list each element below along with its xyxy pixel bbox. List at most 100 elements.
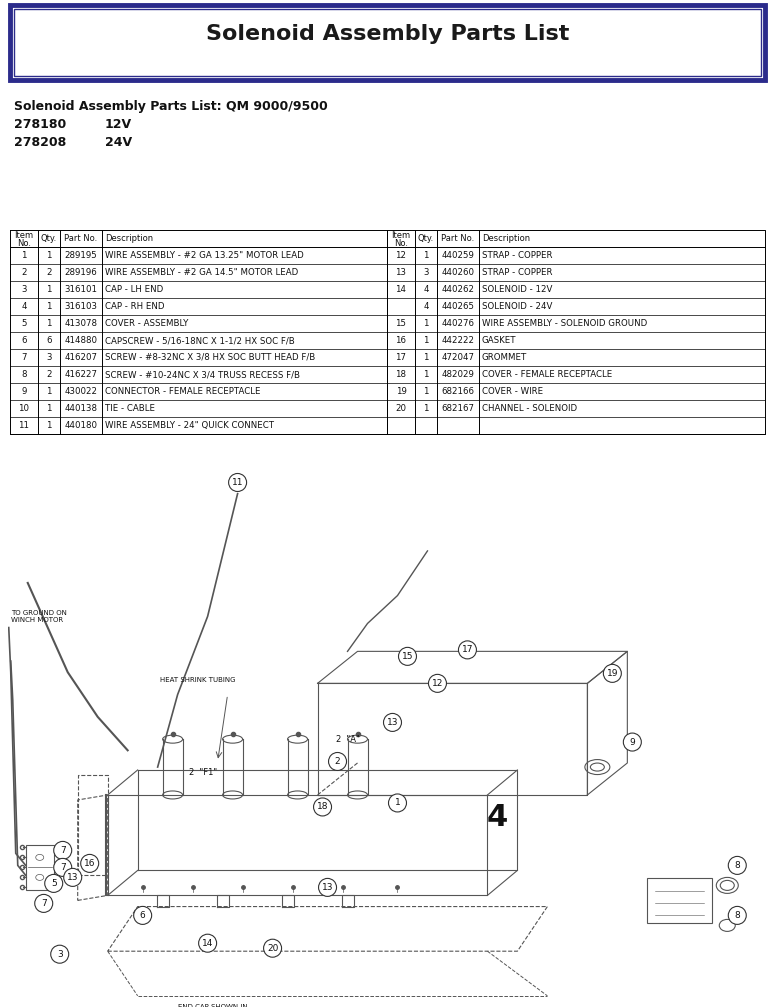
Text: 316101: 316101: [64, 285, 98, 294]
Text: CHANNEL - SOLENOID: CHANNEL - SOLENOID: [482, 404, 577, 413]
Text: WIRE ASSEMBLY - SOLENOID GROUND: WIRE ASSEMBLY - SOLENOID GROUND: [482, 319, 647, 328]
Circle shape: [264, 940, 281, 958]
Text: 2: 2: [46, 370, 52, 379]
Text: 1: 1: [423, 319, 429, 328]
Text: 18: 18: [395, 370, 407, 379]
Text: 7: 7: [21, 353, 27, 362]
Text: 442222: 442222: [442, 336, 474, 345]
Text: No.: No.: [17, 239, 31, 248]
Text: 430022: 430022: [64, 387, 98, 396]
Text: 1: 1: [46, 404, 52, 413]
Text: 278180: 278180: [14, 118, 66, 131]
Text: 13: 13: [67, 873, 78, 882]
Text: 13: 13: [387, 718, 398, 727]
Text: 7: 7: [41, 899, 46, 908]
Text: 414880: 414880: [64, 336, 98, 345]
Text: COVER - WIRE: COVER - WIRE: [482, 387, 543, 396]
Text: 472047: 472047: [442, 353, 474, 362]
Text: 440262: 440262: [442, 285, 474, 294]
Text: 12: 12: [432, 679, 443, 688]
Text: Solenoid Assembly Parts List: QM 9000/9500: Solenoid Assembly Parts List: QM 9000/95…: [14, 100, 328, 113]
Text: 11: 11: [232, 478, 243, 487]
Text: WIRE ASSEMBLY - #2 GA 13.25" MOTOR LEAD: WIRE ASSEMBLY - #2 GA 13.25" MOTOR LEAD: [105, 251, 304, 260]
Text: 289195: 289195: [64, 251, 98, 260]
Text: SCREW - #8-32NC X 3/8 HX SOC BUTT HEAD F/B: SCREW - #8-32NC X 3/8 HX SOC BUTT HEAD F…: [105, 353, 315, 362]
Text: TIE - CABLE: TIE - CABLE: [105, 404, 155, 413]
Text: 17: 17: [395, 353, 407, 362]
Text: WIRE ASSEMBLY - #2 GA 14.5" MOTOR LEAD: WIRE ASSEMBLY - #2 GA 14.5" MOTOR LEAD: [105, 268, 298, 277]
Text: 1: 1: [423, 387, 429, 396]
Text: 11: 11: [19, 421, 29, 430]
Circle shape: [53, 858, 72, 876]
Text: Part No.: Part No.: [64, 234, 98, 243]
Text: STRAP - COPPER: STRAP - COPPER: [482, 251, 553, 260]
Text: CAP - RH END: CAP - RH END: [105, 302, 164, 311]
Text: 3: 3: [46, 353, 52, 362]
Circle shape: [64, 868, 81, 886]
Text: 20: 20: [395, 404, 407, 413]
Text: 9: 9: [629, 737, 636, 746]
Text: 5: 5: [21, 319, 27, 328]
Text: SOLENOID - 12V: SOLENOID - 12V: [482, 285, 553, 294]
Text: 13: 13: [322, 883, 333, 892]
Text: 10: 10: [19, 404, 29, 413]
Circle shape: [229, 473, 246, 491]
Text: 1: 1: [46, 251, 52, 260]
Text: 440259: 440259: [442, 251, 474, 260]
Text: 6: 6: [140, 911, 146, 920]
Text: 2  "A": 2 "A": [336, 735, 360, 743]
Text: 4: 4: [423, 302, 429, 311]
Text: 16: 16: [84, 859, 95, 868]
Circle shape: [35, 894, 53, 912]
Circle shape: [604, 665, 622, 683]
Text: SOLENOID - 24V: SOLENOID - 24V: [482, 302, 553, 311]
Circle shape: [384, 713, 401, 731]
Text: Part No.: Part No.: [442, 234, 474, 243]
Text: 413078: 413078: [64, 319, 98, 328]
Text: GROMMET: GROMMET: [482, 353, 527, 362]
Text: 4: 4: [423, 285, 429, 294]
Circle shape: [429, 675, 446, 693]
Text: 416227: 416227: [64, 370, 98, 379]
Text: 8: 8: [735, 861, 740, 870]
Text: 1: 1: [21, 251, 27, 260]
Text: 19: 19: [607, 669, 618, 678]
Text: 14: 14: [202, 939, 213, 948]
Text: SCREW - #10-24NC X 3/4 TRUSS RECESS F/B: SCREW - #10-24NC X 3/4 TRUSS RECESS F/B: [105, 370, 300, 379]
Text: 6: 6: [46, 336, 52, 345]
Text: CAP - LH END: CAP - LH END: [105, 285, 164, 294]
Circle shape: [198, 934, 217, 953]
Circle shape: [728, 856, 746, 874]
Circle shape: [50, 946, 69, 964]
Circle shape: [319, 878, 336, 896]
Circle shape: [388, 794, 406, 812]
Text: 16: 16: [395, 336, 407, 345]
Text: 1: 1: [46, 387, 52, 396]
Text: 2: 2: [21, 268, 27, 277]
Text: 1: 1: [423, 370, 429, 379]
Text: 15: 15: [395, 319, 407, 328]
Text: 440265: 440265: [442, 302, 474, 311]
Text: Description: Description: [482, 234, 530, 243]
Text: 1: 1: [423, 251, 429, 260]
Text: 1: 1: [423, 336, 429, 345]
Text: Qty.: Qty.: [418, 234, 434, 243]
Text: 482029: 482029: [442, 370, 474, 379]
Text: 12: 12: [395, 251, 407, 260]
Text: 14: 14: [395, 285, 407, 294]
Text: 278208: 278208: [14, 136, 66, 149]
Text: TO GROUND ON
WINCH MOTOR: TO GROUND ON WINCH MOTOR: [11, 610, 67, 623]
Text: 440180: 440180: [64, 421, 98, 430]
Text: 5: 5: [51, 879, 57, 888]
Text: COVER - FEMALE RECEPTACLE: COVER - FEMALE RECEPTACLE: [482, 370, 612, 379]
Text: 18: 18: [317, 803, 329, 812]
Text: 682167: 682167: [442, 404, 474, 413]
Circle shape: [133, 906, 152, 924]
Text: STRAP - COPPER: STRAP - COPPER: [482, 268, 553, 277]
Text: 3: 3: [423, 268, 429, 277]
Text: 1: 1: [394, 799, 401, 808]
Text: Description: Description: [105, 234, 153, 243]
Text: WIRE ASSEMBLY - 24" QUICK CONNECT: WIRE ASSEMBLY - 24" QUICK CONNECT: [105, 421, 274, 430]
Text: 1: 1: [423, 404, 429, 413]
Text: 416207: 416207: [64, 353, 98, 362]
